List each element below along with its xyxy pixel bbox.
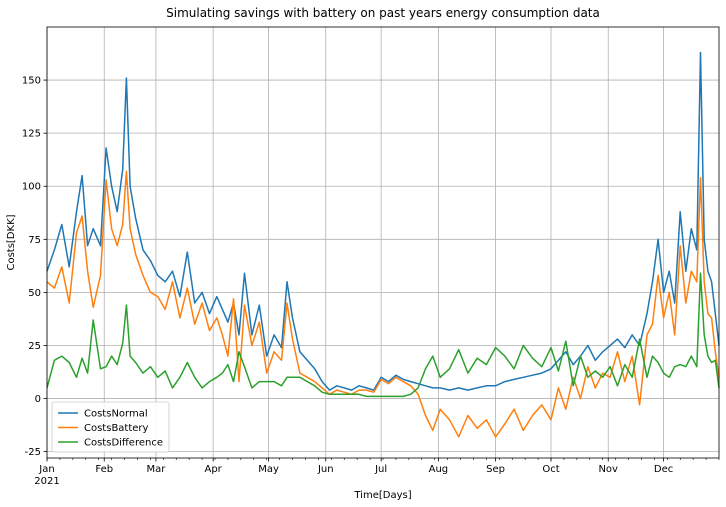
y-axis-label: Costs[DKK] <box>6 214 17 270</box>
y-tick-label: 75 <box>28 235 41 246</box>
x-tick-label: Jul <box>374 464 387 475</box>
y-axis-ticks: -25 0 25 50 75 100 125 150 <box>22 76 47 458</box>
y-tick-label: 25 <box>28 341 41 352</box>
y-tick-label: 125 <box>22 129 41 140</box>
y-tick-label: 100 <box>22 182 41 193</box>
legend-label: CostsBattery <box>84 423 149 434</box>
legend-label: CostsDifference <box>84 438 163 449</box>
plot-area <box>47 27 719 458</box>
x-tick-label: Aug <box>429 464 449 475</box>
x-tick-label: Nov <box>598 464 618 475</box>
series-lines <box>46 51 720 438</box>
y-tick-label: 50 <box>28 288 41 299</box>
x-tick-label: Jan <box>38 464 54 475</box>
x-tick-label: Dec <box>654 464 673 475</box>
series-line-costsdifference <box>46 272 720 398</box>
y-tick-label: 0 <box>35 394 41 405</box>
series-line-costsbattery <box>46 170 720 438</box>
x-tick-label: Mar <box>146 464 166 475</box>
y-tick-label: 150 <box>22 76 41 87</box>
x-tick-label: Jun <box>317 464 334 475</box>
x-tick-label: Sep <box>486 464 505 475</box>
legend-label: CostsNormal <box>84 409 148 420</box>
x-tick-label: Apr <box>204 464 222 475</box>
y-tick-label: -25 <box>25 447 41 458</box>
series-line-costsnormal <box>46 51 720 391</box>
chart-title: Simulating savings with battery on past … <box>166 6 600 20</box>
legend-box <box>51 401 170 453</box>
x-tick-label: May <box>258 464 279 475</box>
x-tick-label: Feb <box>95 464 113 475</box>
x-tick-sublabel: 2021 <box>34 476 59 487</box>
legend: CostsNormal CostsBattery CostsDifference <box>51 401 170 453</box>
x-tick-label: Oct <box>542 464 559 475</box>
x-axis-label: Time[Days] <box>353 490 411 501</box>
